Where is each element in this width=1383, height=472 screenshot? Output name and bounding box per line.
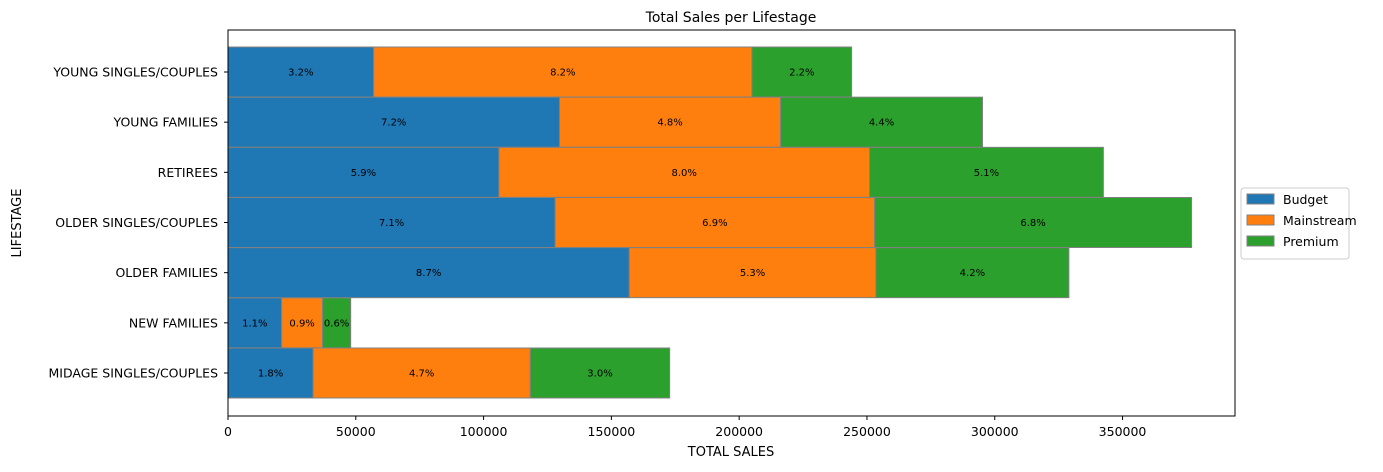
bar-label-mainstream-4: 8.0%: [672, 168, 697, 179]
bar-budget-6: [227, 46, 375, 98]
bar-label-mainstream-3: 6.9%: [702, 218, 727, 229]
x-tick-label: 200000: [715, 424, 763, 439]
bar-label-mainstream-6: 8.2%: [550, 68, 575, 79]
bar-label-mainstream-0: 4.7%: [409, 369, 434, 380]
bar-label-mainstream-5: 4.8%: [657, 118, 682, 129]
bar-label-mainstream-1: 0.9%: [289, 318, 314, 329]
bar-label-premium-2: 4.2%: [960, 268, 985, 279]
legend-swatch-budget: [1246, 193, 1275, 205]
bar-label-premium-1: 0.6%: [324, 318, 349, 329]
bar-premium-5: [780, 96, 983, 148]
bar-premium-4: [869, 146, 1104, 198]
bar-label-budget-5: 7.2%: [381, 118, 406, 129]
bar-mainstream-0: [312, 347, 531, 399]
bar-premium-1: [322, 297, 352, 349]
legend: Budget Mainstream Premium: [1240, 187, 1357, 260]
bar-premium-2: [875, 247, 1070, 299]
bar-mainstream-2: [628, 247, 877, 299]
bar-label-budget-1: 1.1%: [242, 318, 267, 329]
y-tick-label: OLDER FAMILIES: [115, 265, 218, 280]
x-axis: 0 50000 100000 150000 200000 250000 300000 3500…: [224, 416, 1146, 439]
x-tick-label: 350000: [1099, 424, 1147, 439]
bar-budget-3: [227, 197, 556, 248]
bar-label-mainstream-2: 5.3%: [740, 268, 765, 279]
bar-budget-4: [227, 146, 500, 198]
bar-label-budget-4: 5.9%: [351, 168, 376, 179]
x-tick-label: 300000: [971, 424, 1019, 439]
bar-premium-6: [751, 46, 853, 98]
bar-budget-2: [227, 247, 630, 299]
legend-label-premium: Premium: [1283, 234, 1339, 249]
bar-label-budget-0: 1.8%: [258, 369, 283, 380]
y-tick-label: NEW FAMILIES: [129, 315, 218, 330]
bar-mainstream-5: [558, 96, 782, 148]
bar-label-premium-0: 3.0%: [587, 369, 612, 380]
bar-labels-layer: 1.8% 4.7% 3.0% 1.1% 0.9% 0.6% 8.7% 5.3% 4.2% 7.1%…: [242, 68, 1046, 380]
bar-budget-0: [227, 347, 314, 399]
y-tick-label: MIDAGE SINGLES/COUPLES: [49, 366, 219, 381]
bar-premium-3: [874, 197, 1193, 248]
x-tick-label: 250000: [843, 424, 891, 439]
chart-title: Total Sales per Lifestage: [645, 10, 817, 26]
legend-label-mainstream: Mainstream: [1283, 213, 1357, 228]
x-tick-label: 0: [224, 424, 232, 439]
bar-premium-0: [529, 347, 671, 399]
bar-mainstream-1: [281, 297, 324, 349]
x-tick-label: 50000: [336, 424, 376, 439]
y-tick-label: YOUNG FAMILIES: [113, 115, 219, 130]
x-tick-label: 100000: [460, 424, 508, 439]
y-axis: MIDAGE SINGLES/COUPLES NEW FAMILIES OLDER …: [49, 65, 228, 381]
legend-label-budget: Budget: [1283, 192, 1328, 207]
legend-swatch-premium: [1246, 235, 1275, 247]
y-tick-label: OLDER SINGLES/COUPLES: [55, 215, 218, 230]
y-tick-label: RETIREES: [158, 165, 218, 180]
x-tick-label: 150000: [588, 424, 636, 439]
legend-swatch-mainstream: [1246, 214, 1275, 226]
bar-label-budget-2: 8.7%: [416, 268, 441, 279]
bar-label-budget-3: 7.1%: [379, 218, 404, 229]
bar-label-premium-6: 2.2%: [789, 68, 814, 79]
y-axis-label: LIFESTAGE: [10, 189, 25, 258]
bar-label-premium-4: 5.1%: [974, 168, 999, 179]
bar-label-premium-3: 6.8%: [1020, 218, 1045, 229]
bar-label-budget-6: 3.2%: [288, 68, 313, 79]
bar-mainstream-6: [373, 46, 753, 98]
bar-label-premium-5: 4.4%: [869, 118, 894, 129]
y-tick-label: YOUNG SINGLES/COUPLES: [52, 65, 218, 80]
x-axis-label: TOTAL SALES: [687, 445, 774, 460]
bars-layer: [227, 46, 1193, 399]
